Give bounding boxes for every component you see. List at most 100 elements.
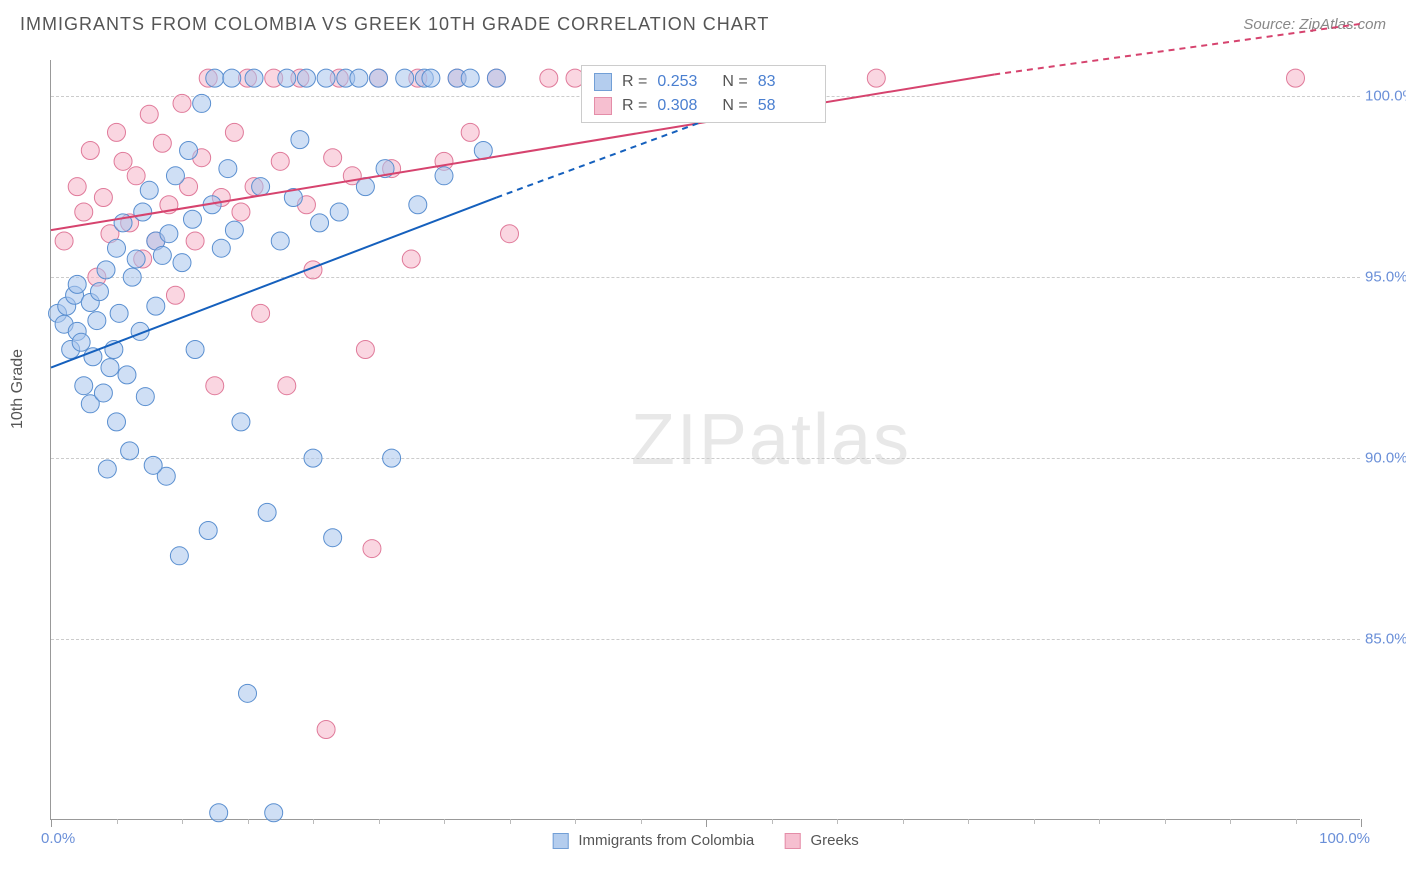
correlation-stats-box: R = 0.253 N = 83 R = 0.308 N = 58 — [581, 65, 826, 123]
data-point — [297, 69, 315, 87]
data-point — [258, 503, 276, 521]
data-point — [186, 232, 204, 250]
data-point — [121, 442, 139, 460]
x-tick-minor — [1230, 819, 1231, 824]
data-point — [206, 377, 224, 395]
x-tick-minor — [1165, 819, 1166, 824]
x-tick-minor — [444, 819, 445, 824]
data-point — [317, 69, 335, 87]
data-point — [396, 69, 414, 87]
data-point — [540, 69, 558, 87]
data-point — [72, 333, 90, 351]
data-point — [363, 540, 381, 558]
data-point — [114, 152, 132, 170]
legend-swatch-a — [552, 833, 568, 849]
data-point — [356, 178, 374, 196]
data-point — [55, 232, 73, 250]
x-tick-major — [706, 819, 707, 827]
x-tick-minor — [641, 819, 642, 824]
data-point — [199, 521, 217, 539]
data-point — [271, 232, 289, 250]
x-tick-minor — [248, 819, 249, 824]
legend-item-a: Immigrants from Colombia — [552, 832, 754, 849]
data-point — [1287, 69, 1305, 87]
data-point — [245, 69, 263, 87]
data-point — [153, 134, 171, 152]
data-point — [118, 366, 136, 384]
y-axis-label: 10th Grade — [9, 349, 27, 429]
data-point — [136, 388, 154, 406]
stats-row-series-b: R = 0.308 N = 58 — [594, 94, 813, 118]
data-point — [101, 359, 119, 377]
data-point — [212, 239, 230, 257]
data-point — [370, 69, 388, 87]
x-tick-minor — [379, 819, 380, 824]
x-tick-minor — [313, 819, 314, 824]
x-tick-minor — [1034, 819, 1035, 824]
data-point — [435, 167, 453, 185]
data-point — [501, 225, 519, 243]
y-tick-label: 100.0% — [1365, 88, 1406, 105]
data-point — [166, 167, 184, 185]
data-point — [90, 283, 108, 301]
data-point — [239, 684, 257, 702]
swatch-series-b — [594, 97, 612, 115]
data-point — [487, 69, 505, 87]
data-point — [84, 348, 102, 366]
data-point — [173, 94, 191, 112]
legend: Immigrants from Colombia Greeks — [552, 832, 859, 849]
data-point — [232, 413, 250, 431]
data-point — [461, 123, 479, 141]
swatch-series-a — [594, 73, 612, 91]
chart-title: IMMIGRANTS FROM COLOMBIA VS GREEK 10TH G… — [20, 14, 769, 35]
data-point — [422, 69, 440, 87]
data-point — [210, 804, 228, 822]
data-point — [324, 529, 342, 547]
data-point — [304, 449, 322, 467]
x-tick-minor — [117, 819, 118, 824]
data-point — [867, 69, 885, 87]
data-point — [271, 152, 289, 170]
data-point — [350, 69, 368, 87]
data-point — [170, 547, 188, 565]
data-point — [317, 721, 335, 739]
x-tick-major — [51, 819, 52, 827]
data-point — [461, 69, 479, 87]
data-point — [324, 149, 342, 167]
data-point — [225, 123, 243, 141]
chart-plot-area: ZIPatlas 85.0%90.0%95.0%100.0% 0.0% 100.… — [50, 60, 1360, 820]
data-point — [311, 214, 329, 232]
data-point — [252, 304, 270, 322]
stats-row-series-a: R = 0.253 N = 83 — [594, 70, 813, 94]
x-tick-minor — [1099, 819, 1100, 824]
data-point — [173, 254, 191, 272]
data-point — [88, 312, 106, 330]
x-tick-minor — [968, 819, 969, 824]
data-point — [225, 221, 243, 239]
x-tick-minor — [1296, 819, 1297, 824]
x-axis-max-label: 100.0% — [1319, 830, 1370, 847]
data-point — [193, 94, 211, 112]
data-point — [68, 178, 86, 196]
data-point — [206, 69, 224, 87]
data-point — [127, 250, 145, 268]
data-point — [186, 341, 204, 359]
data-point — [97, 261, 115, 279]
data-point — [219, 160, 237, 178]
data-point — [153, 246, 171, 264]
data-point — [147, 297, 165, 315]
data-point — [108, 239, 126, 257]
data-point — [223, 69, 241, 87]
data-point — [81, 141, 99, 159]
x-tick-minor — [182, 819, 183, 824]
legend-item-b: Greeks — [784, 832, 859, 849]
data-point — [383, 449, 401, 467]
data-point — [183, 210, 201, 228]
data-point — [252, 178, 270, 196]
legend-swatch-b — [784, 833, 800, 849]
x-tick-minor — [510, 819, 511, 824]
data-point — [330, 203, 348, 221]
data-point — [123, 268, 141, 286]
x-axis-min-label: 0.0% — [41, 830, 75, 847]
data-point — [278, 69, 296, 87]
